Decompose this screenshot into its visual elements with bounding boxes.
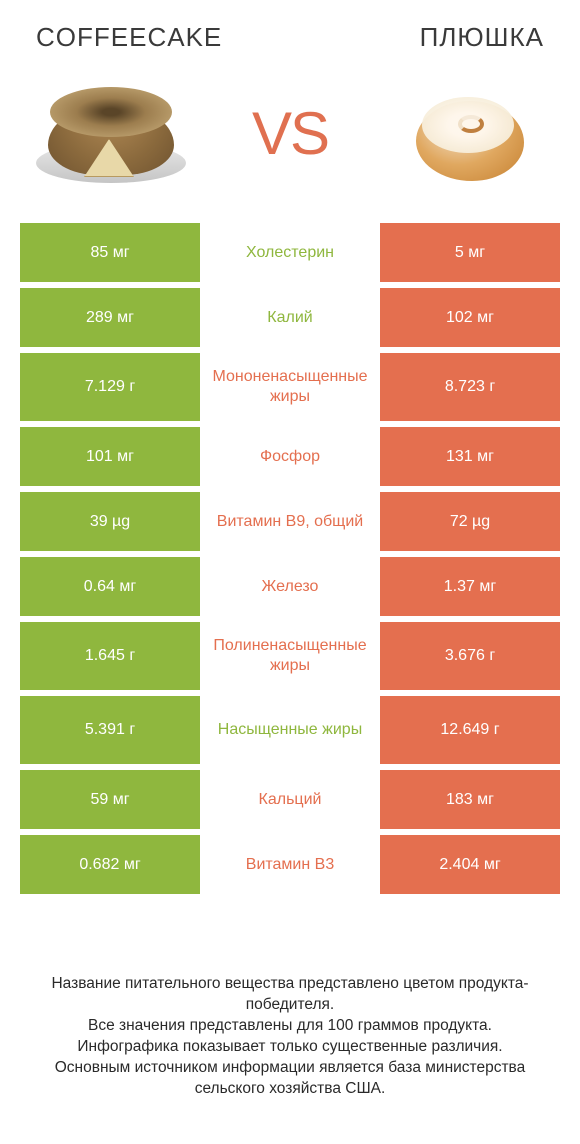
footer-line: Все значения представлены для 100 граммо… — [18, 1016, 562, 1037]
cell-left-value: 101 мг — [20, 427, 200, 486]
cell-right-value: 102 мг — [380, 288, 560, 347]
cell-left-value: 85 мг — [20, 223, 200, 282]
table-row: 0.64 мгЖелезо1.37 мг — [20, 557, 560, 616]
table-row: 101 мгФосфор131 мг — [20, 427, 560, 486]
cell-right-value: 2.404 мг — [380, 835, 560, 894]
footer-note: Название питательного вещества представл… — [0, 974, 580, 1100]
cell-nutrient-label: Витамин B3 — [200, 835, 380, 894]
cinnamon-roll-image — [394, 73, 544, 193]
cell-left-value: 5.391 г — [20, 696, 200, 764]
cell-nutrient-label: Кальций — [200, 770, 380, 829]
cell-nutrient-label: Железо — [200, 557, 380, 616]
cell-left-value: 1.645 г — [20, 622, 200, 690]
cell-left-value: 39 µg — [20, 492, 200, 551]
cell-right-value: 131 мг — [380, 427, 560, 486]
cell-left-value: 0.682 мг — [20, 835, 200, 894]
cell-left-value: 7.129 г — [20, 353, 200, 421]
cell-right-value: 72 µg — [380, 492, 560, 551]
header: COFFEECAKE ПЛЮШКА — [0, 0, 580, 53]
table-row: 39 µgВитамин B9, общий72 µg — [20, 492, 560, 551]
coffeecake-image — [36, 73, 186, 193]
footer-line: Инфографика показывает только существенн… — [18, 1037, 562, 1058]
cell-nutrient-label: Витамин B9, общий — [200, 492, 380, 551]
cell-nutrient-label: Фосфор — [200, 427, 380, 486]
table-row: 289 мгКалий102 мг — [20, 288, 560, 347]
table-row: 5.391 гНасыщенные жиры12.649 г — [20, 696, 560, 764]
cell-left-value: 289 мг — [20, 288, 200, 347]
cell-right-value: 3.676 г — [380, 622, 560, 690]
cell-nutrient-label: Полиненасыщенные жиры — [200, 622, 380, 690]
table-row: 7.129 гМононенасыщенные жиры8.723 г — [20, 353, 560, 421]
cell-right-value: 183 мг — [380, 770, 560, 829]
cell-nutrient-label: Калий — [200, 288, 380, 347]
cell-nutrient-label: Мононенасыщенные жиры — [200, 353, 380, 421]
table-row: 85 мгХолестерин5 мг — [20, 223, 560, 282]
cell-right-value: 8.723 г — [380, 353, 560, 421]
comparison-table: 85 мгХолестерин5 мг 289 мгКалий102 мг 7.12… — [20, 223, 560, 894]
title-left: COFFEECAKE — [36, 22, 222, 53]
cell-left-value: 59 мг — [20, 770, 200, 829]
cell-left-value: 0.64 мг — [20, 557, 200, 616]
table-row: 1.645 гПолиненасыщенные жиры3.676 г — [20, 622, 560, 690]
table-row: 0.682 мгВитамин B32.404 мг — [20, 835, 560, 894]
cell-right-value: 1.37 мг — [380, 557, 560, 616]
images-row: VS — [0, 53, 580, 223]
cell-nutrient-label: Холестерин — [200, 223, 380, 282]
cell-right-value: 12.649 г — [380, 696, 560, 764]
footer-line: Название питательного вещества представл… — [18, 974, 562, 1016]
cell-nutrient-label: Насыщенные жиры — [200, 696, 380, 764]
footer-line: Основным источником информации является … — [18, 1058, 562, 1100]
table-row: 59 мгКальций183 мг — [20, 770, 560, 829]
cell-right-value: 5 мг — [380, 223, 560, 282]
vs-label: VS — [252, 99, 328, 168]
title-right: ПЛЮШКА — [420, 22, 544, 53]
